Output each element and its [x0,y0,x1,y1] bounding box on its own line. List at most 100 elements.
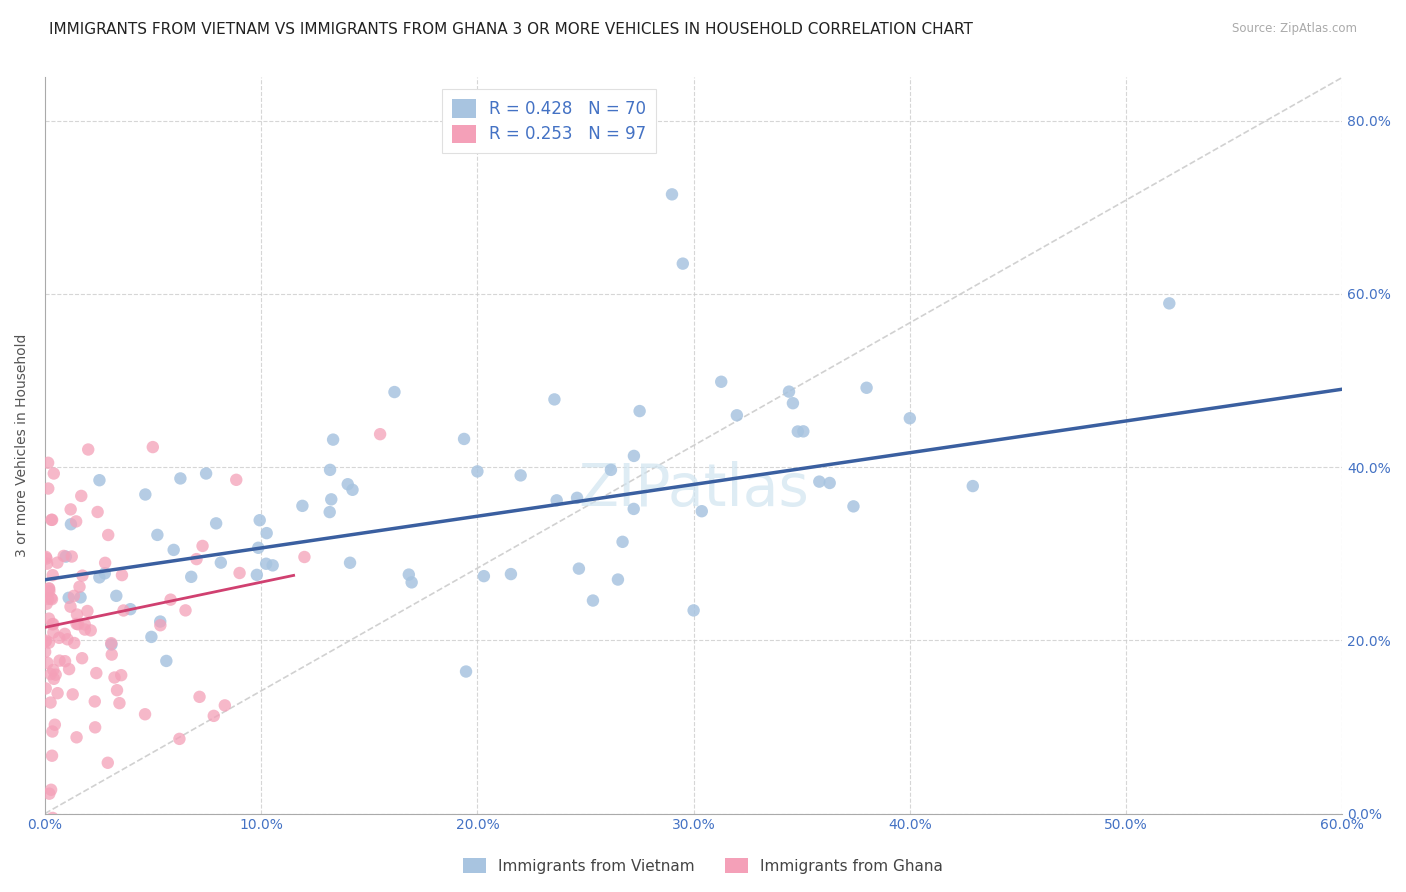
Point [188,690,211,704]
Point [86,666,108,681]
Point [628,404,651,418]
Point [898,411,921,425]
Text: Source: ZipAtlas.com: Source: ZipAtlas.com [1232,22,1357,36]
Point [72,568,94,582]
Point [105,589,128,603]
Point [38,787,60,801]
Legend: Immigrants from Vietnam, Immigrants from Ghana: Immigrants from Vietnam, Immigrants from… [457,852,949,880]
Point [725,409,748,423]
Point [38,582,60,596]
Point [52,549,75,563]
Point [37,456,59,470]
Point [38,635,60,649]
Point [962,479,984,493]
Point [39,782,62,797]
Point [294,549,316,564]
Point [319,463,342,477]
Point [568,561,591,575]
Point [41,617,63,632]
Point [672,257,695,271]
Point [60,549,83,564]
Point [77,442,100,457]
Point [792,425,814,439]
Point [59,502,82,516]
Point [262,558,284,573]
Point [205,516,228,531]
Point [45,667,67,681]
Point [55,549,77,564]
Point [59,599,82,614]
Point [159,592,181,607]
Point [41,748,63,763]
Point [105,683,128,698]
Point [41,724,63,739]
Point [623,502,645,516]
Point [149,615,172,629]
Point [58,662,80,676]
Point [111,568,134,582]
Point [34,634,56,648]
Point [454,665,477,679]
Legend: R = 0.428   N = 70, R = 0.253   N = 97: R = 0.428 N = 70, R = 0.253 N = 97 [443,89,657,153]
Point [83,694,105,708]
Point [214,698,236,713]
Point [855,381,877,395]
Point [368,427,391,442]
Point [180,570,202,584]
Point [89,570,111,584]
Point [41,568,63,582]
Point [42,467,65,481]
Point [42,663,65,677]
Point [336,477,359,491]
Point [467,464,489,478]
Point [246,567,269,582]
Point [41,592,63,607]
Point [582,593,605,607]
Point [97,528,120,542]
Point [39,667,62,681]
Point [141,630,163,644]
Point [142,440,165,454]
Point [682,603,704,617]
Point [565,491,588,505]
Point [66,607,89,622]
Point [41,811,63,825]
Point [94,566,117,581]
Point [384,385,406,400]
Point [453,432,475,446]
Point [472,569,495,583]
Point [169,731,191,746]
Point [623,449,645,463]
Point [247,541,270,555]
Point [70,489,93,503]
Point [228,566,250,580]
Point [110,668,132,682]
Point [86,505,108,519]
Text: ZIPatlas: ZIPatlas [578,461,808,518]
Point [321,492,343,507]
Point [209,556,232,570]
Point [318,505,340,519]
Point [100,636,122,650]
Point [38,612,60,626]
Point [254,557,277,571]
Point [291,499,314,513]
Point [42,625,65,640]
Point [100,648,122,662]
Point [600,463,623,477]
Point [786,425,808,439]
Point [35,681,58,696]
Point [195,467,218,481]
Point [543,392,565,407]
Point [225,473,247,487]
Point [202,709,225,723]
Point [39,696,62,710]
Point [612,534,634,549]
Point [63,636,86,650]
Point [37,482,59,496]
Point [69,591,91,605]
Point [73,617,96,632]
Point [69,580,91,594]
Text: IMMIGRANTS FROM VIETNAM VS IMMIGRANTS FROM GHANA 3 OR MORE VEHICLES IN HOUSEHOLD: IMMIGRANTS FROM VIETNAM VS IMMIGRANTS FR… [49,22,973,37]
Point [53,654,76,668]
